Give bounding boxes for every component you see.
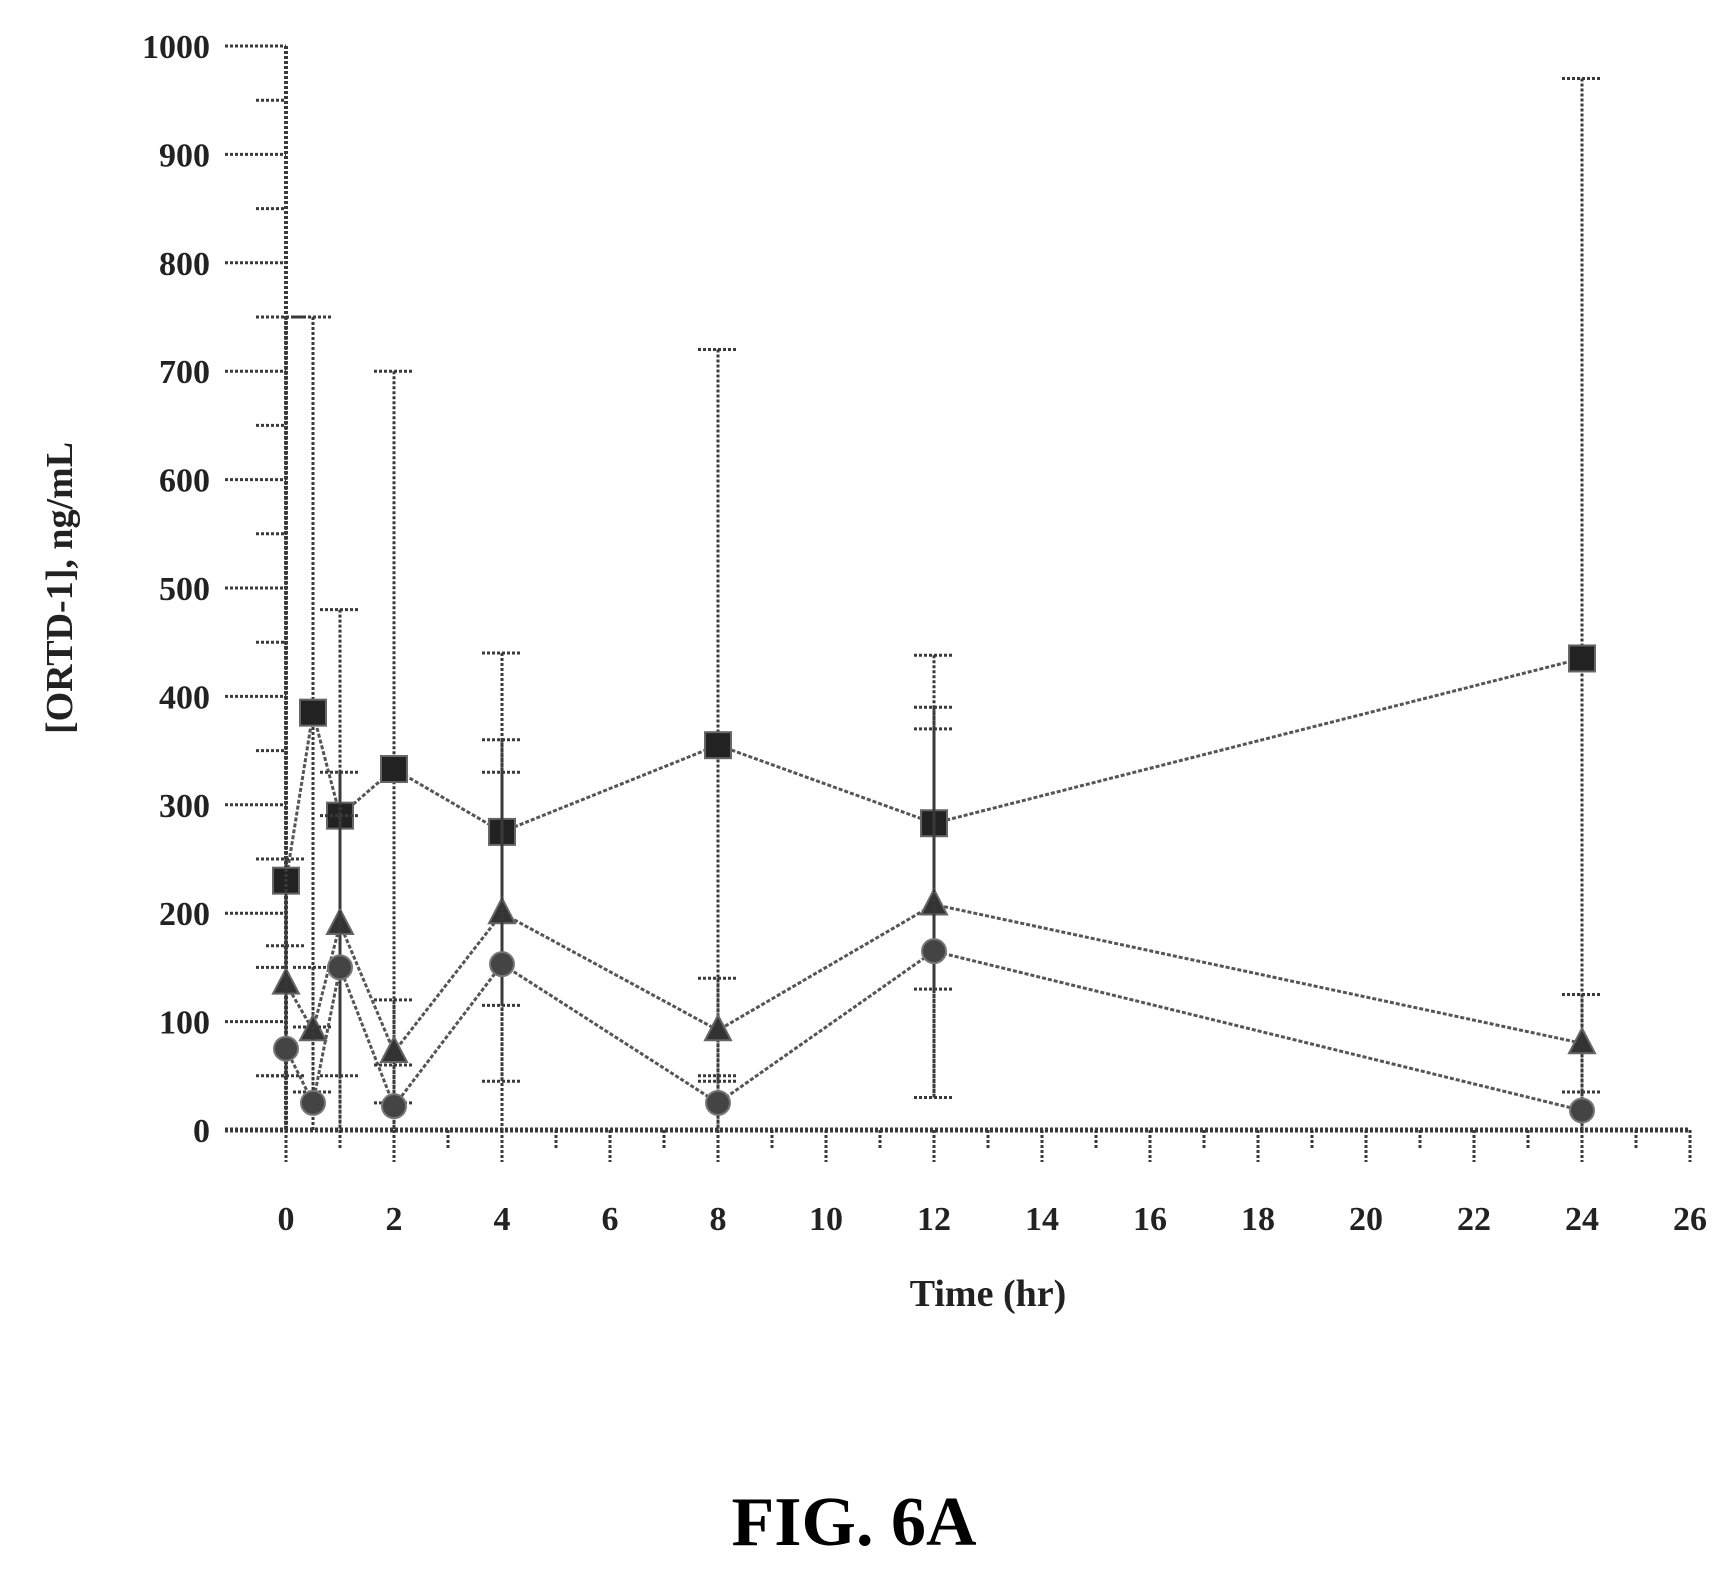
y-tick-label: 800 xyxy=(159,246,210,283)
data-point-triangle xyxy=(703,1013,733,1042)
x-tick-label: 20 xyxy=(1349,1201,1383,1238)
y-tick-label: 300 xyxy=(159,788,210,825)
x-tick-label: 22 xyxy=(1457,1201,1491,1238)
y-axis-title: [ORTD-1], ng/mL xyxy=(39,442,81,734)
data-point-circle xyxy=(300,1089,326,1116)
x-tick-label: 10 xyxy=(809,1201,843,1238)
data-point-circle xyxy=(921,938,947,965)
data-point-square xyxy=(704,731,732,760)
data-point-triangle xyxy=(1567,1026,1597,1055)
x-tick-label: 4 xyxy=(494,1201,511,1238)
y-tick-label: 200 xyxy=(159,896,210,933)
x-tick-label: 2 xyxy=(386,1201,403,1238)
data-point-square xyxy=(299,698,327,727)
y-tick-label: 1000 xyxy=(142,29,210,66)
data-point-circle xyxy=(381,1093,407,1120)
series-line xyxy=(284,657,1583,881)
data-point-triangle xyxy=(379,1034,409,1063)
series-line xyxy=(284,902,1583,1055)
y-tick-label: 700 xyxy=(159,354,210,391)
data-point-square xyxy=(380,755,408,784)
data-point-square xyxy=(1568,644,1596,673)
y-tick-label: 100 xyxy=(159,1005,210,1042)
x-tick-label: 18 xyxy=(1241,1201,1275,1238)
x-tick-label: 0 xyxy=(278,1201,295,1238)
x-tick-label: 26 xyxy=(1673,1201,1707,1238)
y-tick-label: 600 xyxy=(159,463,210,500)
data-point-circle xyxy=(273,1035,299,1062)
series-layer xyxy=(266,77,1602,1130)
y-tick-label: 500 xyxy=(159,571,210,608)
data-point-circle xyxy=(1569,1097,1595,1124)
x-tick-label: 16 xyxy=(1133,1201,1167,1238)
x-axis-title: Time (hr) xyxy=(910,1273,1067,1315)
x-tick-label: 14 xyxy=(1025,1201,1059,1238)
x-tick-label: 24 xyxy=(1565,1201,1599,1238)
data-point-circle xyxy=(489,951,515,978)
x-tick-label: 8 xyxy=(710,1201,727,1238)
x-tick-label: 6 xyxy=(602,1201,619,1238)
y-tick-label: 0 xyxy=(193,1113,210,1150)
x-tick-label: 12 xyxy=(917,1201,951,1238)
data-point-circle xyxy=(705,1089,731,1116)
data-point-circle xyxy=(327,954,353,981)
series-circle xyxy=(266,727,1602,1130)
y-tick-label: 400 xyxy=(159,679,210,716)
figure-caption: FIG. 6A xyxy=(732,1484,977,1561)
y-tick-label: 900 xyxy=(159,137,210,174)
series-line xyxy=(284,949,1583,1112)
